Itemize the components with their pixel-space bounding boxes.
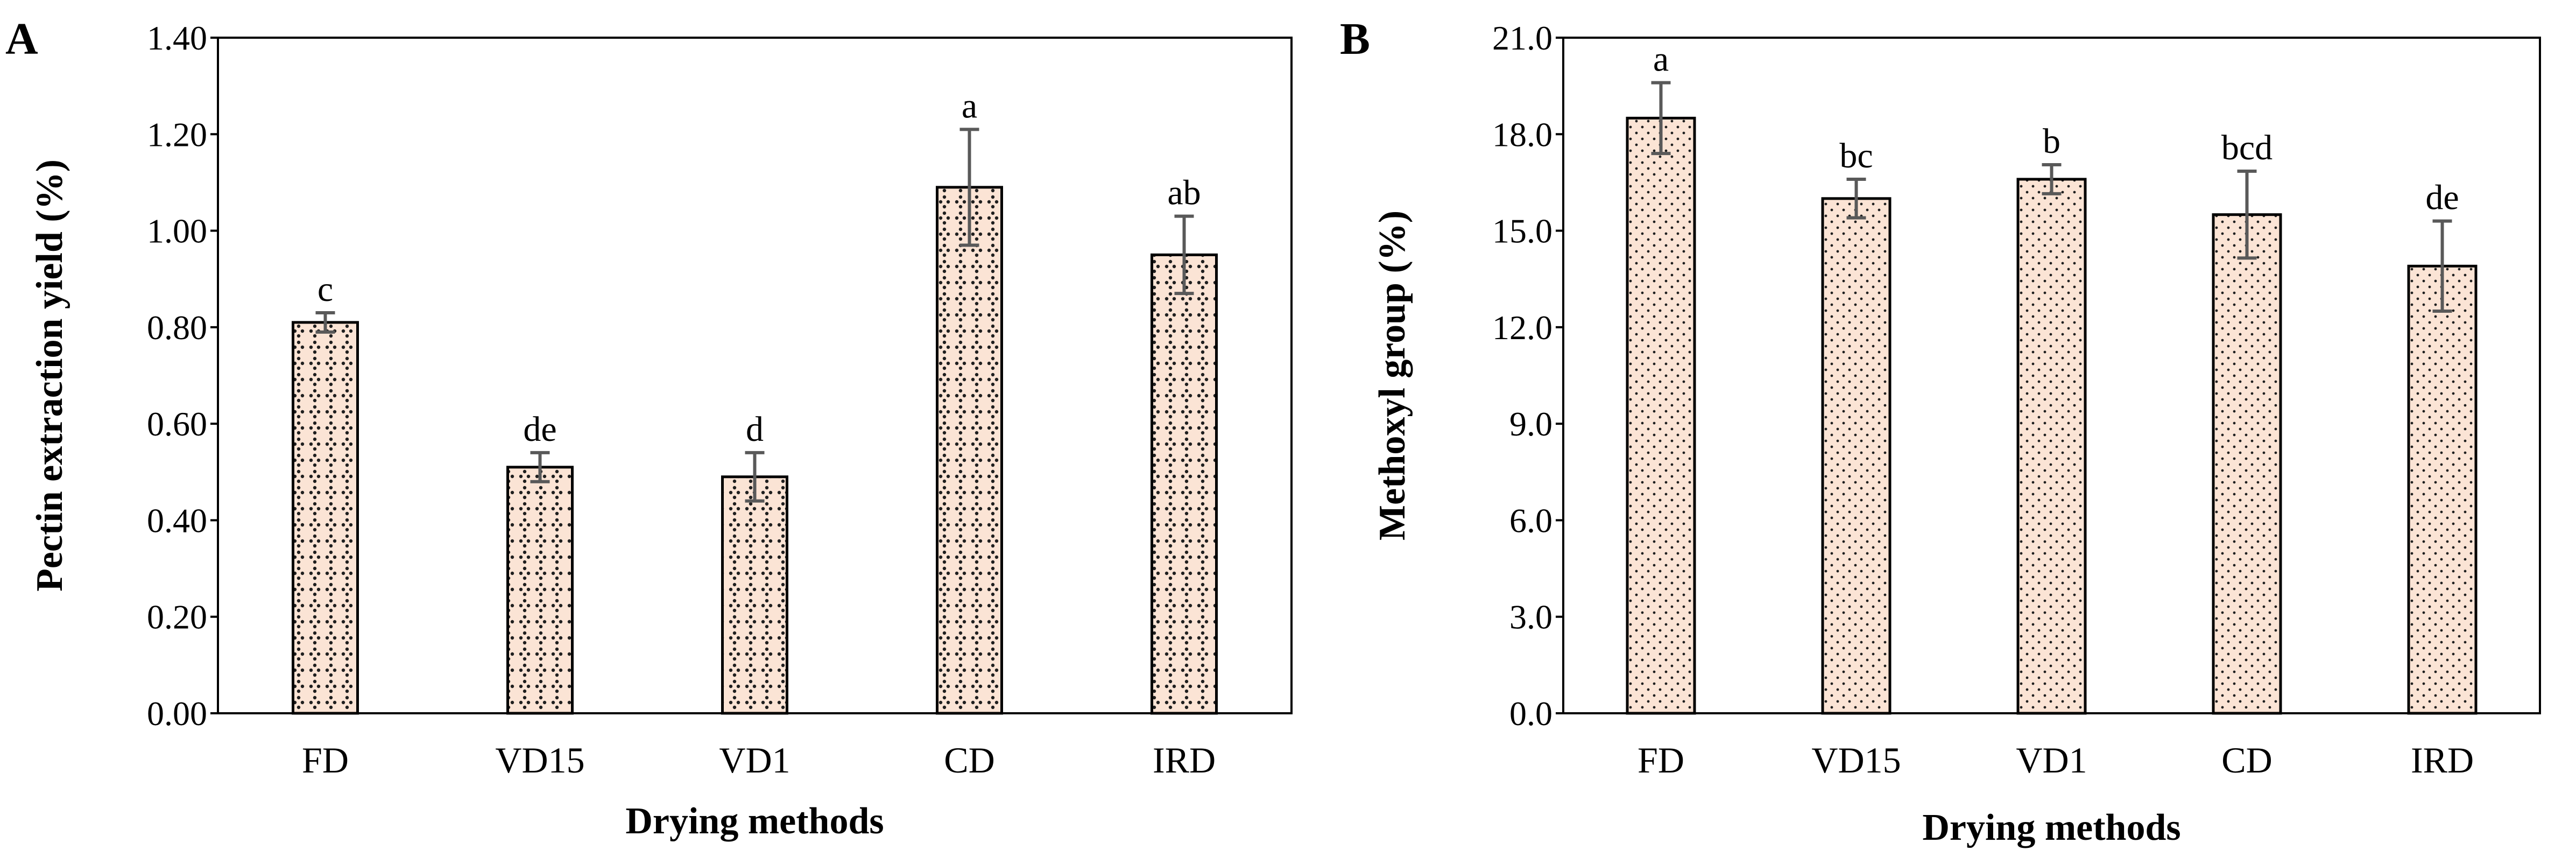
significance-label: a (1653, 40, 1669, 79)
y-tick-label: 0.0 (1509, 694, 1552, 733)
error-bar-fd (315, 311, 335, 334)
bar-cd (2212, 213, 2282, 715)
significance-label: b (2043, 122, 2060, 161)
bar-cd (936, 186, 1003, 715)
x-tick-label: VD1 (2016, 740, 2087, 781)
x-tick-label: IRD (2411, 740, 2474, 781)
x-tick-label: VD1 (719, 740, 790, 781)
y-tick-label: 15.0 (1492, 212, 1552, 250)
y-tick-label: 1.00 (147, 212, 207, 250)
error-bar-vd1 (2042, 163, 2062, 195)
y-tick-label: 18.0 (1492, 115, 1552, 153)
x-tick-label: VD15 (495, 740, 584, 781)
x-axis-title: Drying methods (1922, 807, 2180, 848)
x-tick-label: VD15 (1811, 740, 1901, 781)
significance-label: de (523, 410, 556, 449)
chart-panel-a: A Pectin extraction yield (%) Drying met… (5, 14, 1293, 842)
y-tick-label: 1.40 (147, 19, 207, 57)
significance-label: a (962, 86, 977, 125)
x-tick-label: CD (2221, 740, 2272, 781)
y-tick-label: 0.00 (147, 694, 207, 733)
bar-ird (2407, 264, 2478, 715)
bar-fd (292, 321, 359, 715)
bar-ird (1151, 253, 1218, 715)
significance-label: ab (1167, 173, 1201, 213)
y-tick-label: 3.0 (1509, 598, 1552, 636)
error-bar-vd1 (745, 451, 765, 503)
x-tick-label: FD (302, 740, 349, 781)
y-tick-label: 9.0 (1509, 405, 1552, 443)
error-bar-cd (2237, 170, 2257, 260)
error-bar-fd (1651, 81, 1671, 156)
x-axis-title: Drying methods (625, 800, 884, 842)
significance-label: d (746, 410, 764, 449)
significance-label: bcd (2221, 128, 2272, 167)
bar-vd15 (506, 466, 574, 715)
y-tick-label: 12.0 (1492, 308, 1552, 347)
x-tick-label: IRD (1153, 740, 1216, 781)
y-tick-label: 0.20 (147, 598, 207, 636)
chart-panel-b: B Methoxyl group (%) Drying methods 0.0 3… (1340, 14, 2541, 848)
x-tick-label: FD (1638, 740, 1684, 781)
y-axis-title: Methoxyl group (%) (1372, 210, 1413, 540)
panel-label: A (5, 14, 38, 64)
error-bar-ird (2432, 219, 2452, 313)
bar-vd1 (721, 475, 788, 715)
significance-label: de (2425, 178, 2459, 217)
y-tick-label: 0.60 (147, 405, 207, 443)
significance-label: c (317, 270, 333, 309)
error-bar-vd15 (1846, 177, 1866, 220)
error-bar-cd (959, 128, 979, 247)
bar-vd15 (1821, 197, 1892, 715)
y-axis-title: Pectin extraction yield (%) (29, 159, 70, 592)
y-tick-label: 21.0 (1492, 19, 1552, 57)
y-tick-label: 0.80 (147, 308, 207, 347)
y-tick-label: 0.40 (147, 501, 207, 539)
x-tick-label: CD (944, 740, 994, 781)
error-bar-ird (1174, 214, 1194, 296)
significance-label: bc (1839, 136, 1873, 175)
error-bar-vd15 (530, 451, 550, 483)
bar-fd (1626, 116, 1696, 715)
y-tick-label: 6.0 (1509, 501, 1552, 539)
panel-label: B (1340, 14, 1370, 64)
bar-vd1 (2016, 178, 2087, 715)
y-tick-label: 1.20 (147, 115, 207, 153)
